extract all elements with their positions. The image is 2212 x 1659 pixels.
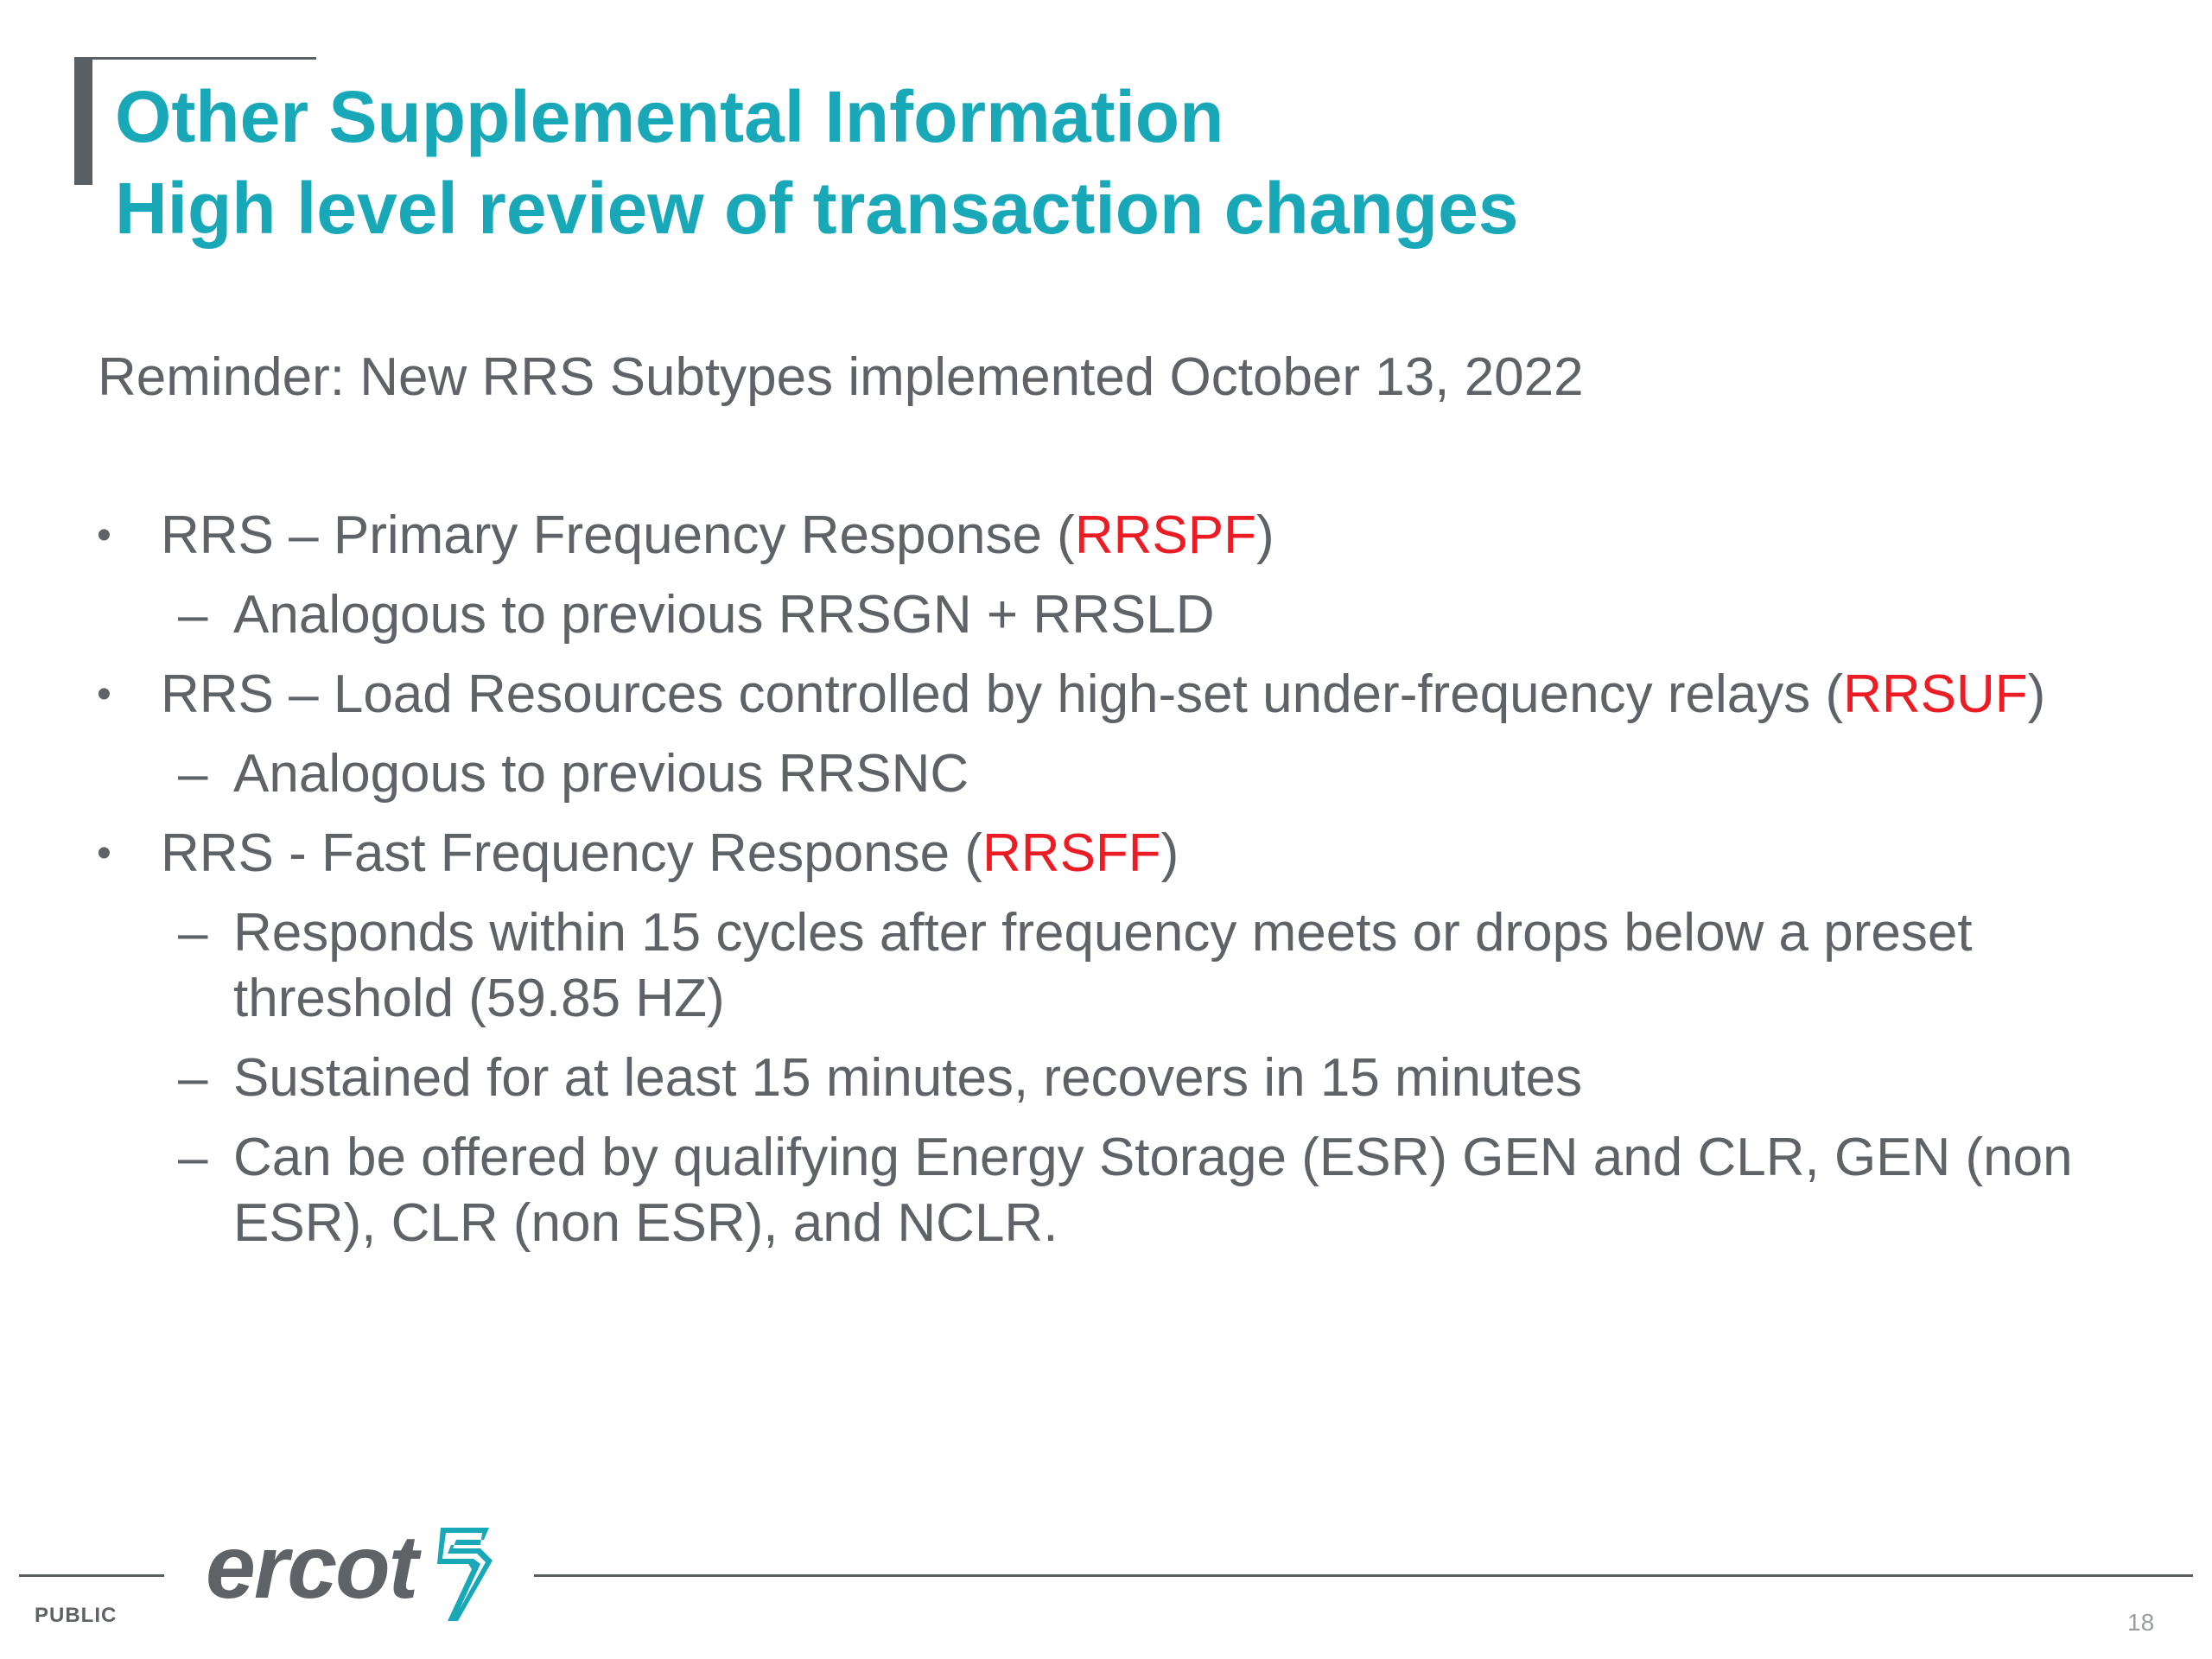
reminder-text: Reminder: New RRS Subtypes implemented O… [98,347,1584,407]
ercot-logo: ercot [206,1517,499,1624]
sub-item: – Responds within 15 cycles after freque… [0,900,2212,1032]
sub-item: – Sustained for at least 15 minutes, rec… [0,1046,2212,1111]
sub-item: – Analogous to previous RRSNC . [0,741,2212,807]
bullet-prefix: RRS - Fast Frequency Response ( [161,823,983,883]
sub-marker: – [178,1128,208,1187]
bullet-suffix: ) [1255,505,1274,565]
sub-text: Responds within 15 cycles after frequenc… [233,903,1973,1028]
sub-marker: – [178,585,208,645]
bullet-marker: • [97,830,111,876]
bullet-text: RRS – Primary Frequency Response (RRSPF) [161,503,1274,569]
slide-title-line-1: Other Supplemental Information [115,76,1224,157]
title-bracket-left-bar [74,57,92,185]
sub-marker: – [178,1048,208,1108]
bullet-prefix: RRS – Primary Frequency Response ( [161,505,1075,565]
title-bracket-top-rule [74,57,316,60]
slide-title: Other Supplemental Information High leve… [115,71,1519,254]
footer-rule-left [19,1574,164,1577]
footer-rule-right [534,1574,2193,1577]
bullet-prefix: RRS – Load Resources controlled by high-… [161,664,1844,724]
sub-item: – Can be offered by qualifying Energy St… [0,1125,2212,1256]
page-number: 18 [2127,1609,2155,1636]
slide-title-line-2: High level review of transaction changes [115,168,1519,249]
bullet-item-rrsff: • RRS - Fast Frequency Response (RRSFF) … [0,821,2212,887]
bullet-list: • RRS – Primary Frequency Response (RRSP… [0,503,2212,1256]
code-rrsff: RRSFF [982,823,1161,883]
bullet-item-rrspf: • RRS – Primary Frequency Response (RRSP… [0,503,2212,569]
logo-bolt-icon [437,1528,493,1621]
sub-text: Sustained for at least 15 minutes, recov… [233,1048,1583,1108]
bullet-marker: • [97,512,111,558]
classification-label: PUBLIC [35,1604,118,1627]
sub-marker: – [178,744,208,804]
sub-text: Can be offered by qualifying Energy Stor… [233,1128,2073,1253]
bullet-text: RRS – Load Resources controlled by high-… [161,662,2045,728]
bullet-marker: • [97,671,111,717]
sub-text: Analogous to previous RRSGN + RRSLD [233,585,1215,645]
bullet-suffix: ) [1160,823,1179,883]
code-rrsuf: RRSUF [1843,664,2028,724]
bullet-suffix: ) [2027,664,2046,724]
bullet-text: RRS - Fast Frequency Response (RRSFF) [161,821,1179,887]
sub-text: Analogous to previous RRSNC [233,744,969,804]
sub-item: – Analogous to previous RRSGN + RRSLD . [0,582,2212,648]
bullet-item-rrsuf: • RRS – Load Resources controlled by hig… [0,662,2212,728]
logo-wordmark: ercot [206,1517,418,1618]
sub-marker: – [178,903,208,963]
code-rrspf: RRSPF [1074,505,1256,565]
